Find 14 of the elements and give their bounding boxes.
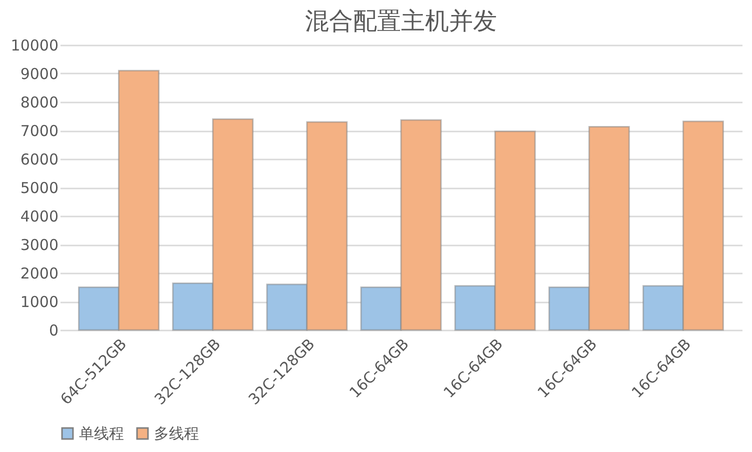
y-tick-label: 7000 xyxy=(20,122,58,140)
y-tick-label: 3000 xyxy=(20,236,58,254)
y-tick-label: 5000 xyxy=(20,179,58,197)
legend-label: 单线程 xyxy=(79,424,124,443)
legend-label: 多线程 xyxy=(154,424,199,443)
y-tick-label: 1000 xyxy=(20,293,58,311)
y-tick-label: 10000 xyxy=(10,36,58,54)
y-tick-label: 8000 xyxy=(20,94,58,112)
y-tick-label: 9000 xyxy=(20,65,58,83)
y-tick-label: 2000 xyxy=(20,264,58,282)
y-tick-label: 0 xyxy=(48,322,58,340)
chart-title: 混合配置主机并发 xyxy=(305,7,497,35)
y-tick-label: 6000 xyxy=(20,150,58,168)
y-tick-label: 4000 xyxy=(20,208,58,226)
